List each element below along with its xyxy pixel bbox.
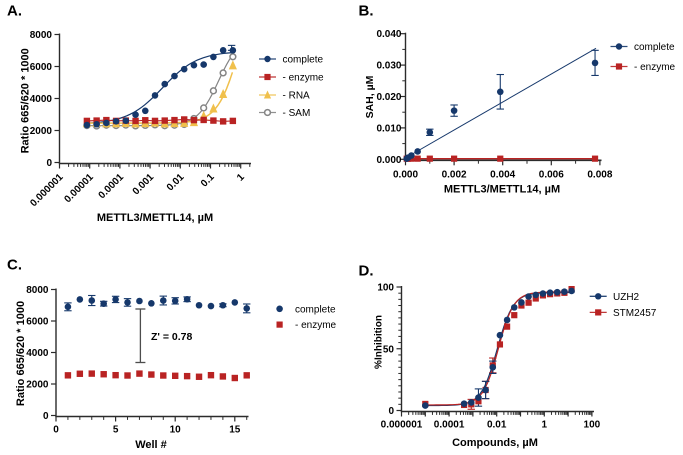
svg-text:complete: complete xyxy=(283,55,324,66)
svg-text:5: 5 xyxy=(113,425,119,436)
svg-text:0.000: 0.000 xyxy=(393,169,418,180)
svg-text:Ratio 665/620 * 1000: Ratio 665/620 * 1000 xyxy=(20,48,32,153)
svg-text:0: 0 xyxy=(46,158,52,169)
svg-text:4000: 4000 xyxy=(30,94,53,105)
svg-text:0.000: 0.000 xyxy=(376,155,401,166)
svg-text:0.008: 0.008 xyxy=(587,169,612,180)
svg-text:- enzyme: - enzyme xyxy=(634,62,676,73)
svg-text:2000: 2000 xyxy=(30,126,53,137)
svg-text:100: 100 xyxy=(584,420,601,431)
svg-text:- SAM: - SAM xyxy=(283,108,311,119)
svg-text:0.020: 0.020 xyxy=(376,92,401,103)
svg-text:%Inhibition: %Inhibition xyxy=(374,315,385,369)
svg-text:UZH2: UZH2 xyxy=(613,292,640,303)
svg-text:1: 1 xyxy=(542,420,548,431)
svg-text:0.0001: 0.0001 xyxy=(434,420,465,431)
svg-text:Ratio 665/620 * 1000: Ratio 665/620 * 1000 xyxy=(15,301,27,406)
svg-text:STM2457: STM2457 xyxy=(613,308,657,319)
svg-text:A.: A. xyxy=(7,3,22,20)
svg-text:Z' = 0.78: Z' = 0.78 xyxy=(151,331,192,343)
svg-text:0.010: 0.010 xyxy=(376,123,401,134)
svg-text:METTL3/METTL14, µM: METTL3/METTL14, µM xyxy=(444,184,560,196)
svg-text:0.030: 0.030 xyxy=(376,61,401,72)
svg-text:complete: complete xyxy=(295,304,336,315)
svg-text:0: 0 xyxy=(43,411,49,422)
svg-text:0.000001: 0.000001 xyxy=(381,420,423,431)
svg-text:8000: 8000 xyxy=(26,285,49,296)
svg-text:15: 15 xyxy=(229,425,241,436)
svg-text:METTL3/METTL14, µM: METTL3/METTL14, µM xyxy=(97,212,213,224)
svg-text:complete: complete xyxy=(634,42,675,53)
svg-text:8000: 8000 xyxy=(30,30,53,41)
svg-text:- enzyme: - enzyme xyxy=(295,320,337,331)
svg-text:0.006: 0.006 xyxy=(539,169,564,180)
svg-text:0.002: 0.002 xyxy=(442,169,467,180)
svg-text:- RNA: - RNA xyxy=(283,91,311,102)
svg-text:0.040: 0.040 xyxy=(376,29,401,40)
svg-text:0.004: 0.004 xyxy=(490,169,515,180)
svg-text:4000: 4000 xyxy=(26,348,49,359)
svg-text:2000: 2000 xyxy=(26,380,49,391)
svg-text:D.: D. xyxy=(359,263,374,280)
svg-text:C.: C. xyxy=(7,257,22,274)
svg-text:Well #: Well # xyxy=(135,439,167,451)
svg-text:0: 0 xyxy=(388,406,394,417)
svg-text:10: 10 xyxy=(170,425,182,436)
svg-text:50: 50 xyxy=(383,344,395,355)
svg-text:100: 100 xyxy=(377,283,394,294)
svg-text:6000: 6000 xyxy=(26,317,49,328)
svg-text:SAH, µM: SAH, µM xyxy=(364,75,376,118)
svg-text:Compounds, µM: Compounds, µM xyxy=(452,437,538,449)
svg-text:B.: B. xyxy=(359,3,374,20)
svg-text:0: 0 xyxy=(53,425,59,436)
svg-text:6000: 6000 xyxy=(30,62,53,73)
svg-text:- enzyme: - enzyme xyxy=(283,73,325,84)
svg-text:0.01: 0.01 xyxy=(487,420,507,431)
